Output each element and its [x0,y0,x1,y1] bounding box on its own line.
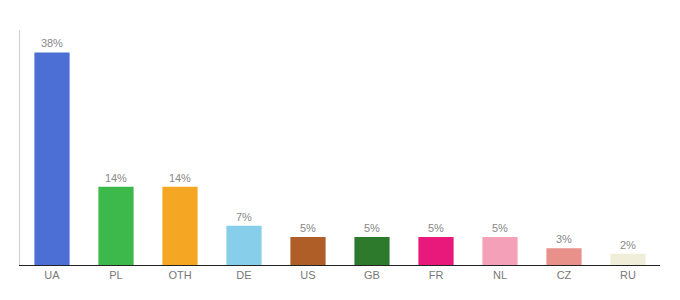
svg-text:38%: 38% [41,37,63,49]
svg-text:5%: 5% [364,222,380,234]
svg-text:14%: 14% [169,172,191,184]
svg-text:CZ: CZ [557,269,572,281]
svg-text:14%: 14% [105,172,127,184]
svg-text:5%: 5% [300,222,316,234]
svg-text:5%: 5% [492,222,508,234]
svg-text:FR: FR [429,269,444,281]
svg-text:5%: 5% [428,222,444,234]
svg-text:US: US [300,269,315,281]
svg-text:PL: PL [109,269,122,281]
svg-text:7%: 7% [236,211,252,223]
svg-text:3%: 3% [556,233,572,245]
svg-text:UA: UA [44,269,60,281]
svg-text:2%: 2% [620,239,636,251]
svg-text:OTH: OTH [168,269,191,281]
svg-text:RU: RU [620,269,636,281]
svg-text:DE: DE [236,269,251,281]
svg-text:NL: NL [493,269,507,281]
svg-text:GB: GB [364,269,380,281]
